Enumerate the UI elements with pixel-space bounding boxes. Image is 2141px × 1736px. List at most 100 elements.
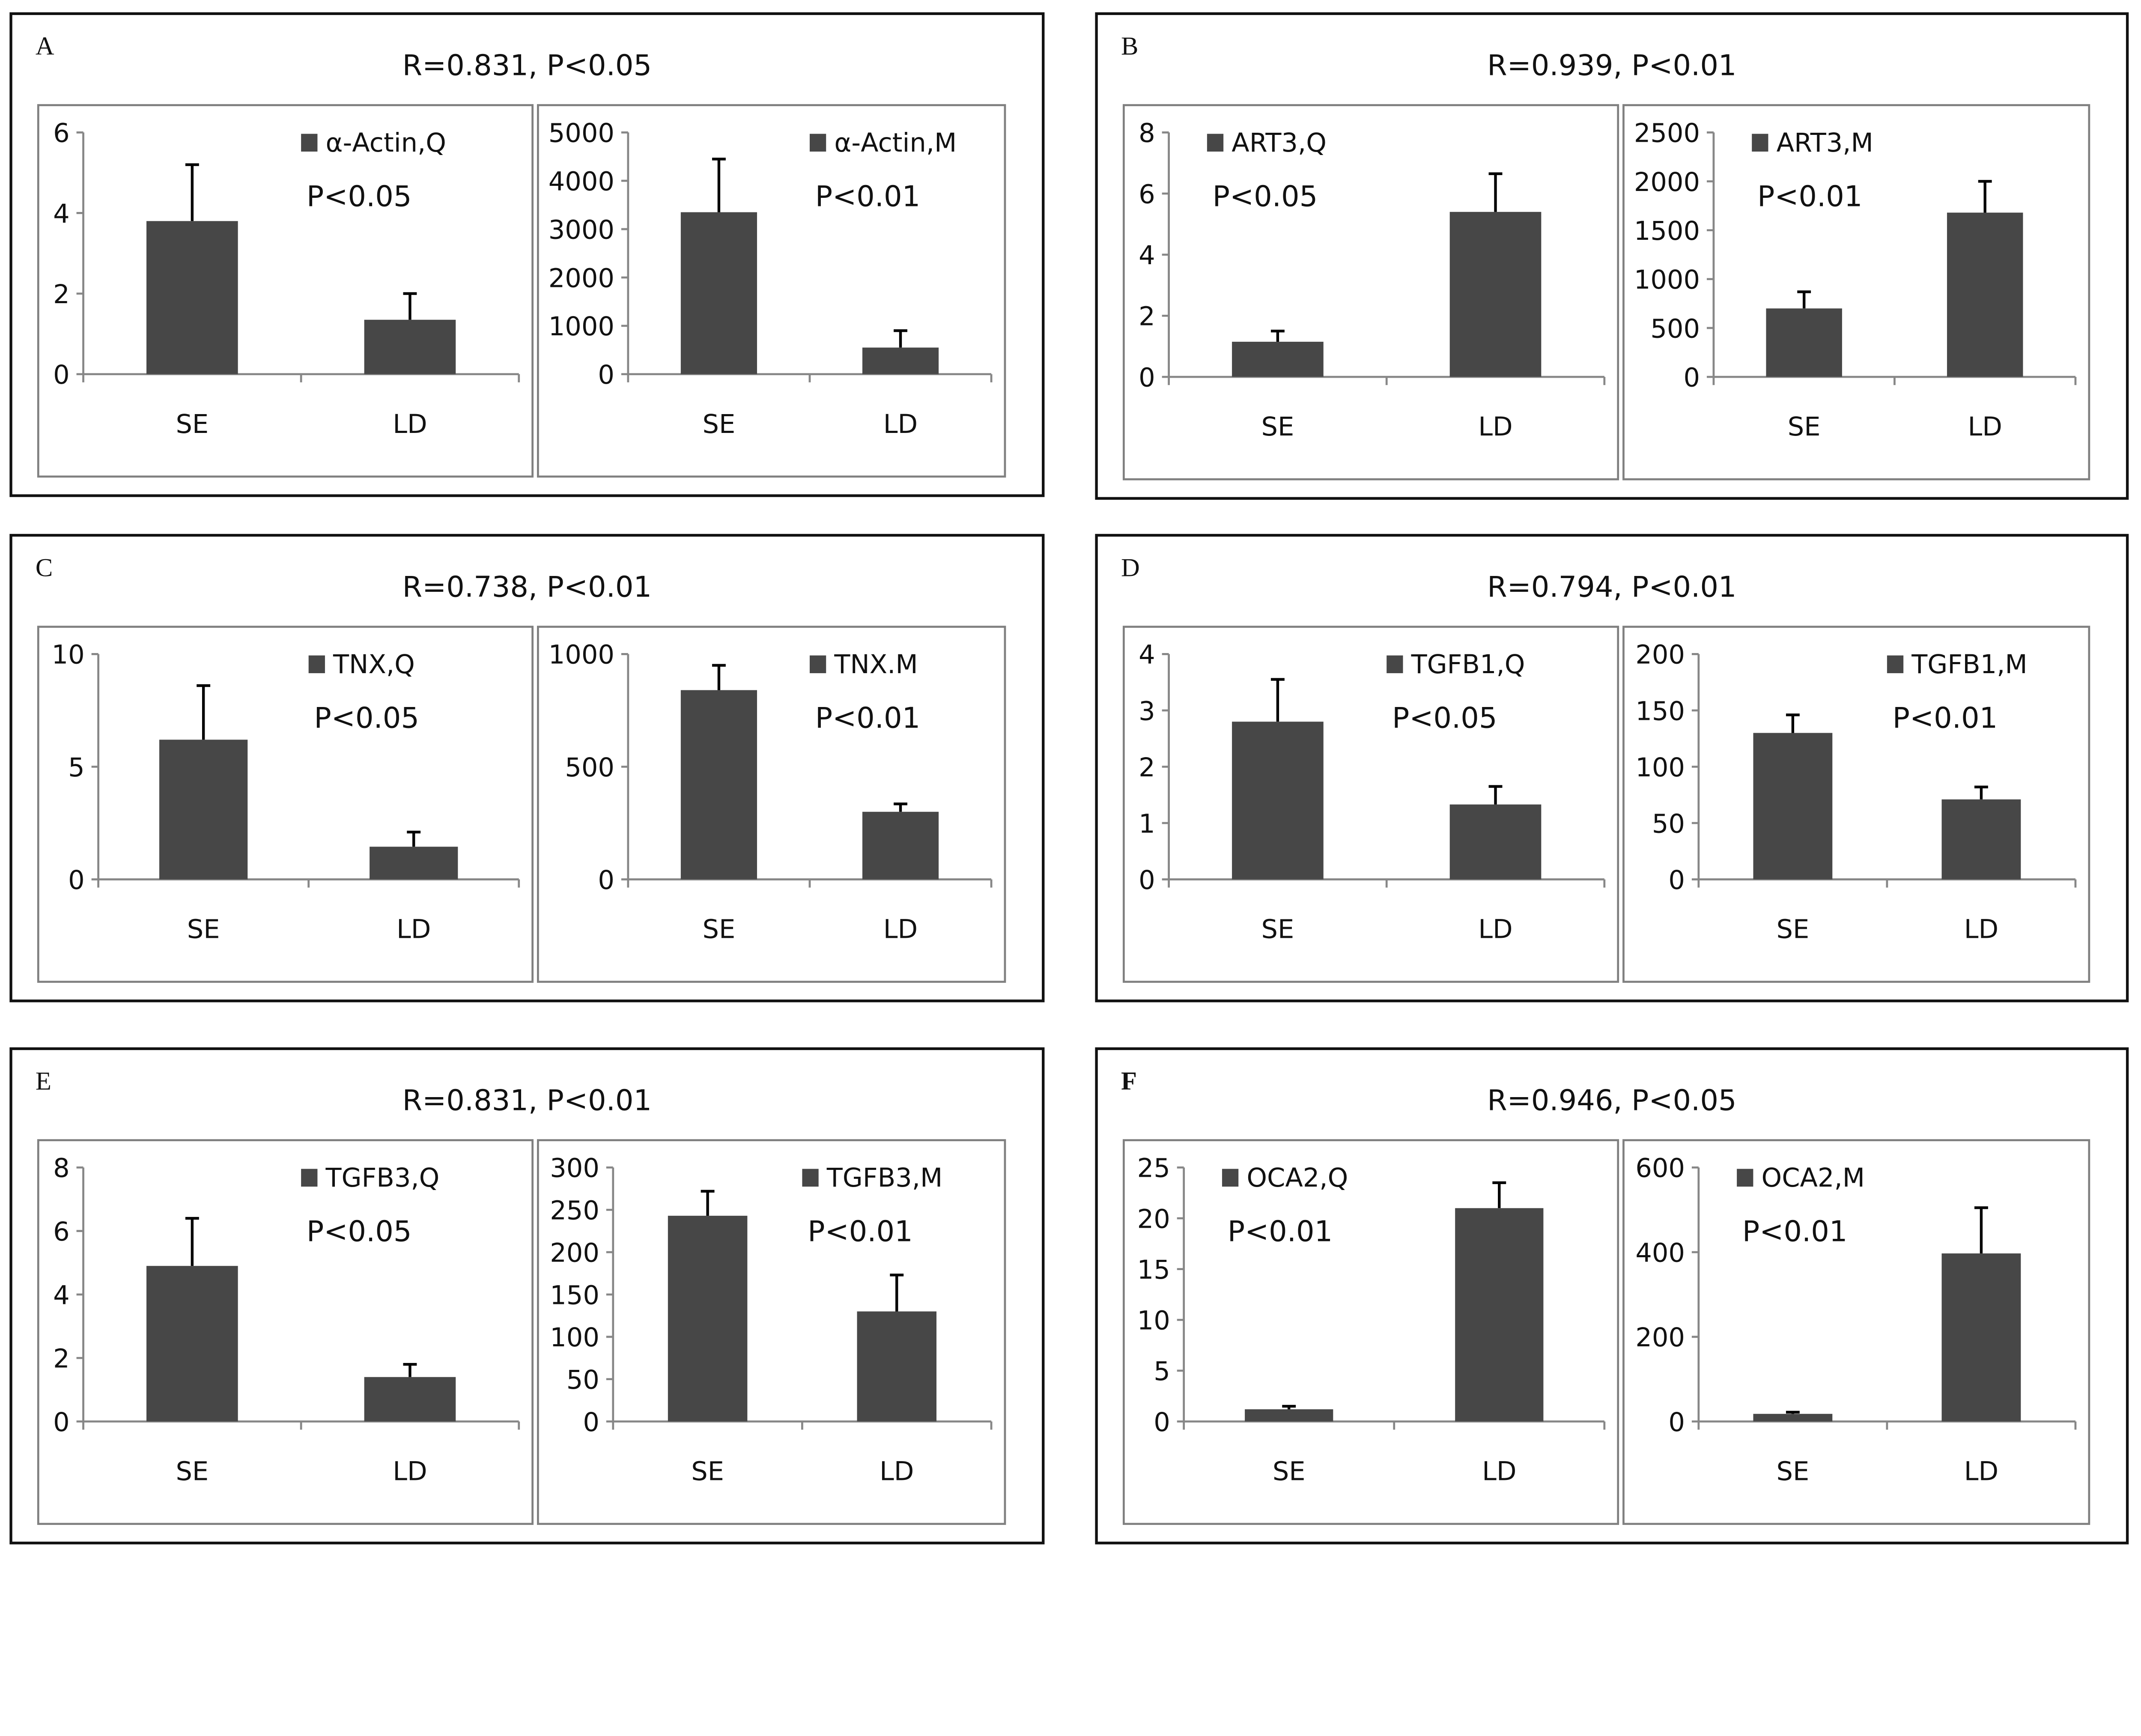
x-tick-label: SE (187, 915, 220, 945)
x-tick-label: LD (883, 409, 918, 439)
y-tick-label: 300 (550, 1154, 599, 1184)
subchart-frame (37, 626, 534, 983)
y-tick-label: 150 (1635, 696, 1685, 726)
panel-title: R=0.939, P<0.01 (1487, 48, 1736, 82)
y-tick-label: 10 (52, 640, 85, 670)
legend-swatch (301, 134, 318, 152)
legend-label: OCA2,M (1762, 1163, 1865, 1193)
x-tick-label: LD (1478, 915, 1512, 945)
bar-se (1232, 342, 1324, 377)
panel-c: C R=0.738, P<0.01 0 5 10 SE LD TNX,Q P<0.05 0 500 1… (9, 534, 1045, 1002)
legend-swatch (1737, 1169, 1753, 1187)
x-tick-label: LD (880, 1457, 914, 1487)
p-value-label: P<0.01 (1893, 701, 1998, 735)
panel-label: F (1121, 1067, 1137, 1096)
subchart-q: 0 5 10 SE LD TNX,Q P<0.05 (37, 626, 534, 983)
legend-swatch (301, 1169, 318, 1187)
legend-label: α-Actin,M (834, 128, 957, 158)
panel-title: R=0.831, P<0.05 (403, 48, 652, 82)
y-tick-label: 1000 (1634, 265, 1700, 295)
subchart-m: 0 50 100 150 200 SE LD TGFB1,M P<0.01 (1622, 626, 2090, 983)
subchart-q: 0 1 2 3 4 SE LD TGFB1,Q P<0.05 (1122, 626, 1619, 983)
bar-ld (1941, 1253, 2021, 1422)
y-tick-label: 8 (53, 1154, 70, 1184)
y-tick-label: 1 (1139, 809, 1155, 839)
panel-frame (9, 1047, 1045, 1545)
y-tick-label: 0 (53, 1408, 70, 1438)
subchart-q: 0 2 4 6 SE LD α-Actin,Q P<0.05 (37, 104, 534, 478)
legend-label: OCA2,Q (1246, 1163, 1348, 1193)
legend-swatch (1387, 655, 1403, 674)
y-tick-label: 2500 (1634, 119, 1700, 149)
legend-swatch (1222, 1169, 1239, 1187)
p-value-label: P<0.05 (1213, 180, 1318, 213)
bar-se (1753, 1414, 1833, 1422)
bar-ld (1947, 212, 2023, 377)
subchart-m: 0 500 1000 SE LD TNX.M P<0.01 (537, 626, 1006, 983)
bar-se (1766, 308, 1842, 377)
y-tick-label: 3 (1139, 696, 1155, 726)
y-tick-label: 0 (598, 360, 614, 390)
bar-se (1753, 733, 1833, 880)
y-tick-label: 0 (598, 865, 614, 895)
y-tick-label: 0 (1154, 1408, 1170, 1438)
subchart-frame (37, 104, 534, 478)
p-value-label: P<0.01 (815, 701, 921, 735)
panel-title: R=0.738, P<0.01 (403, 570, 652, 603)
subchart-frame (1622, 104, 2090, 480)
legend-label: α-Actin,Q (326, 128, 446, 158)
y-tick-label: 0 (1668, 1408, 1685, 1438)
legend-label: TGFB3,M (826, 1163, 942, 1193)
p-value-label: P<0.01 (808, 1215, 913, 1248)
y-tick-label: 0 (1139, 865, 1155, 895)
x-tick-label: SE (1261, 915, 1294, 945)
y-tick-label: 100 (550, 1323, 599, 1353)
subchart-m: 0 500 1000 1500 2000 2500 SE LD ART3,M P<0.01 (1622, 104, 2090, 480)
x-tick-label: LD (883, 915, 918, 945)
y-tick-label: 4 (1139, 640, 1155, 670)
y-tick-label: 5 (68, 753, 85, 783)
y-tick-label: 500 (565, 753, 614, 783)
x-tick-label: LD (1964, 1457, 1998, 1487)
y-tick-label: 200 (1635, 1323, 1685, 1353)
y-tick-label: 6 (53, 119, 70, 149)
y-tick-label: 5000 (549, 119, 614, 149)
panel-title: R=0.946, P<0.05 (1487, 1083, 1736, 1117)
p-value-label: P<0.05 (307, 180, 412, 213)
x-tick-label: SE (703, 409, 736, 439)
legend-label: ART3,M (1777, 128, 1873, 158)
subchart-q: 0 2 4 6 8 SE LD TGFB3,Q P<0.05 (37, 1139, 534, 1525)
panel-label: C (36, 554, 53, 582)
subchart-m: 0 1000 2000 3000 4000 5000 SE LD α-Actin,M P<0.01 (537, 104, 1006, 478)
bar-ld (370, 847, 458, 880)
y-tick-label: 500 (1650, 314, 1700, 344)
subchart-q: 0 5 10 15 20 25 SE LD OCA2,Q P<0.01 (1122, 1139, 1619, 1525)
x-tick-label: LD (393, 1457, 427, 1487)
bar-se (146, 221, 238, 374)
x-tick-label: LD (393, 409, 427, 439)
bar-se (680, 212, 757, 374)
panel-frame (9, 534, 1045, 1002)
legend-swatch (1207, 134, 1224, 152)
bar-ld (1455, 1208, 1544, 1422)
y-tick-label: 0 (68, 865, 85, 895)
y-tick-label: 200 (550, 1238, 599, 1268)
subchart-m: 0 50 100 150 200 250 300 SE LD TGFB3,M P<0.01 (537, 1139, 1006, 1525)
legend-swatch (1887, 655, 1904, 674)
legend-label: ART3,Q (1232, 128, 1327, 158)
legend-label: TNX.M (834, 650, 918, 680)
bar-ld (364, 1377, 456, 1422)
y-tick-label: 0 (53, 360, 70, 390)
subchart-frame (1122, 1139, 1619, 1525)
y-tick-label: 2 (53, 1344, 70, 1374)
x-tick-label: SE (1776, 1457, 1809, 1487)
y-tick-label: 2 (1139, 302, 1155, 332)
bar-ld (364, 319, 456, 374)
y-tick-label: 6 (53, 1217, 70, 1247)
legend-label: TGFB1,M (1911, 650, 2027, 680)
panel-f: F R=0.946, P<0.05 0 5 10 15 20 25 SE LD OCA2,Q P<0.… (1095, 1047, 2129, 1545)
p-value-label: P<0.01 (1757, 180, 1863, 213)
y-tick-label: 50 (1652, 809, 1685, 839)
panel-title: R=0.831, P<0.01 (403, 1083, 652, 1117)
